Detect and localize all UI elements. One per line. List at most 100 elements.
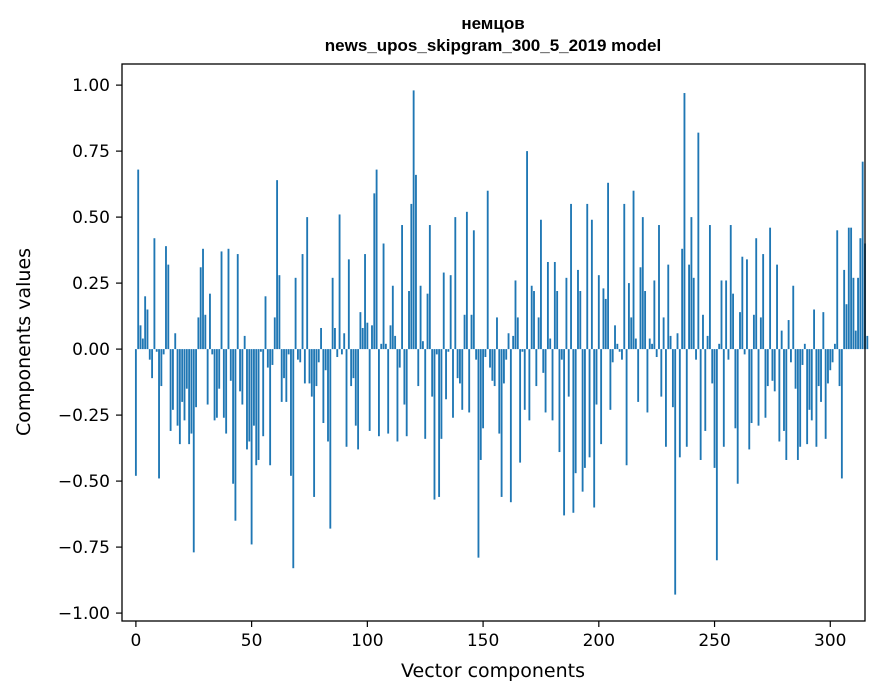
bar-307 (845, 304, 848, 350)
bar-177 (544, 349, 547, 413)
bar-27 (197, 317, 200, 350)
y-tick-label-6: −0.50 (58, 472, 110, 492)
bar-231 (669, 335, 672, 350)
bar-62 (278, 275, 281, 350)
bar-119 (410, 203, 413, 350)
bar-123 (419, 285, 422, 350)
bar-116 (403, 349, 406, 405)
bar-152 (486, 190, 489, 350)
bar-147 (475, 349, 478, 360)
bar-181 (553, 261, 556, 350)
bar-222 (648, 338, 651, 350)
bar-85 (331, 277, 334, 350)
bar-11 (160, 349, 163, 387)
bar-161 (507, 333, 510, 350)
bar-96 (357, 349, 360, 450)
bar-213 (627, 283, 630, 350)
bar-264 (746, 259, 748, 350)
bar-298 (824, 349, 827, 439)
bar-185 (563, 349, 566, 516)
bar-148 (477, 349, 480, 558)
bar-71 (299, 349, 302, 363)
bar-281 (785, 349, 788, 460)
bar-100 (366, 322, 369, 350)
bar-163 (512, 335, 515, 350)
bar-167 (521, 349, 524, 352)
bar-162 (509, 349, 512, 503)
bar-303 (836, 230, 839, 350)
bar-103 (373, 193, 376, 350)
bar-215 (632, 190, 635, 350)
bar-131 (438, 349, 441, 497)
y-axis-ticks: 1.00 0.75 0.50 0.25 0.00 −0.25 −0.50 −0.75 −1.00 (58, 76, 122, 624)
bar-48 (246, 349, 248, 450)
bar-183 (558, 349, 561, 453)
bar-22 (185, 349, 188, 389)
bar-300 (829, 349, 832, 371)
bar-43 (234, 349, 237, 521)
bar-95 (354, 349, 357, 426)
bar-235 (678, 349, 681, 458)
bar-289 (803, 343, 806, 350)
bar-139 (456, 349, 459, 379)
bar-67 (290, 349, 292, 476)
bar-189 (572, 349, 575, 513)
bar-199 (595, 349, 598, 405)
bar-287 (799, 349, 802, 447)
bar-125 (424, 349, 427, 439)
bar-201 (600, 349, 603, 445)
bar-179 (549, 338, 552, 350)
bar-293 (813, 309, 815, 350)
bar-225 (655, 349, 658, 358)
bar-194 (584, 349, 586, 468)
bar-145 (470, 314, 473, 350)
bar-77 (313, 349, 316, 497)
bar-6 (148, 349, 151, 360)
bar-238 (685, 349, 688, 447)
bar-164 (514, 280, 517, 350)
bar-117 (405, 349, 408, 437)
bar-146 (472, 230, 475, 350)
bar-288 (801, 349, 804, 365)
bar-202 (602, 288, 605, 350)
bar-133 (442, 272, 445, 350)
bar-13 (165, 246, 167, 350)
bar-239 (688, 264, 691, 350)
bar-38 (222, 349, 225, 418)
bar-4 (144, 296, 147, 350)
y-tick-label-1: 0.75 (72, 142, 110, 162)
bar-275 (771, 349, 774, 381)
chart-title-line2: news_upos_skipgram_300_5_2019 model (325, 36, 661, 55)
bar-15 (169, 349, 172, 431)
bar-212 (625, 349, 628, 466)
bar-32 (209, 293, 211, 350)
bar-142 (463, 314, 466, 350)
bar-79 (317, 349, 320, 363)
bar-209 (618, 349, 621, 352)
bar-223 (651, 343, 653, 350)
bar-30 (204, 314, 207, 350)
x-tick-label-300: 300 (814, 631, 846, 651)
bar-310 (852, 277, 855, 350)
bar-82 (324, 349, 327, 371)
bar-63 (280, 349, 283, 402)
bar-39 (225, 349, 228, 434)
x-tick-label-200: 200 (583, 631, 615, 651)
bar-25 (192, 349, 195, 553)
bar-5 (146, 309, 149, 350)
bar-277 (776, 264, 778, 350)
bar-23 (188, 349, 191, 445)
bar-192 (579, 291, 582, 350)
bar-132 (440, 349, 443, 439)
bar-297 (822, 312, 825, 350)
y-tick-label-7: −0.75 (58, 538, 110, 558)
bar-268 (755, 238, 758, 350)
bar-314 (861, 161, 864, 350)
bar-220 (644, 291, 647, 350)
bar-312 (857, 277, 859, 350)
bar-114 (398, 349, 401, 368)
bar-184 (560, 349, 563, 360)
bar-218 (639, 267, 642, 350)
bar-186 (565, 277, 568, 350)
bar-73 (303, 349, 306, 384)
